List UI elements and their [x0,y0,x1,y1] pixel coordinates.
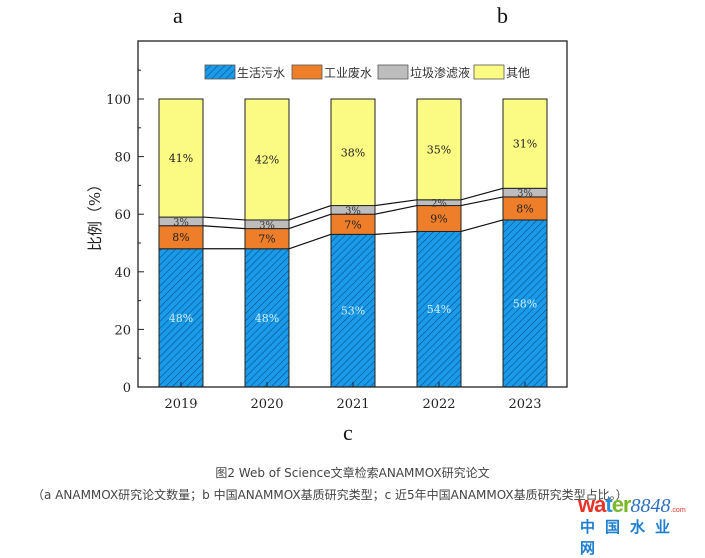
x-tick-label-2022: 2022 [422,397,455,412]
legend-swatch-1 [291,64,323,80]
data-label-2020-1: 7% [258,233,275,246]
data-label-2023-3: 31% [513,138,537,151]
legend: 生活污水 工业废水 垃圾渗滤液 其他 [204,64,530,80]
data-label-2021-3: 38% [341,146,365,159]
x-tick-label-2021: 2021 [336,397,369,412]
y-tick-label-20: 20 [114,323,131,338]
data-label-2023-0: 58% [513,297,537,310]
data-label-2020-3: 42% [255,153,279,166]
y-tick-label-40: 40 [114,266,131,281]
watermark-brand-part2: t [605,492,612,517]
data-label-2023-2: 3% [517,189,533,200]
data-labels-layer: 48%8%3%41%48%7%3%42%53%7%3%38%54%9%2%35%… [169,138,537,325]
y-tick-label-60: 60 [114,208,131,223]
bar-segment-2022-0 [416,230,462,388]
connector-line-2021-0 [374,230,418,235]
connector-lines-layer [202,187,504,250]
connector-line-2022-2 [460,187,504,201]
legend-item-1: 工业废水 [291,64,372,80]
watermark-domain: .com [670,507,686,514]
data-label-2019-3: 41% [169,152,193,165]
legend-label-3: 其他 [506,66,530,80]
data-label-2022-1: 9% [430,213,447,226]
y-tick-label-80: 80 [114,151,131,166]
watermark-number: 8848 [630,495,671,517]
watermark-logo: water8848.com 中国水业网 [574,492,704,557]
bar-segment-2021-3 [330,98,376,207]
bar-segment-2019-0 [158,248,204,388]
data-label-2019-1: 8% [172,231,189,244]
stacked-bar-chart: 48%8%3%41%48%7%3%42%53%7%3%38%54%9%2%35%… [86,40,568,412]
data-label-2023-1: 8% [516,202,533,215]
x-tick-label-2019: 2019 [164,397,197,412]
data-label-2022-2: 2% [431,199,447,210]
data-label-2020-0: 48% [255,312,279,325]
connector-line-2021-1 [374,204,418,215]
legend-label-1: 工业废水 [324,65,372,80]
data-label-2020-2: 3% [259,220,275,231]
watermark-brand: water8848.com [578,492,686,518]
legend-swatch-2 [377,64,409,80]
connector-line-2020-2 [288,204,332,221]
x-axis: 2019 2020 2021 2022 2023 [164,382,542,412]
bar-segment-2023-0 [502,219,548,388]
connector-line-2020-0 [288,233,332,250]
legend-item-2: 垃圾渗滤液 [377,64,470,80]
data-label-2022-0: 54% [427,303,451,316]
bar-segment-2022-1 [416,205,462,232]
connector-line-2019-1 [202,225,246,230]
figure-caption-subtitle: （a ANAMMOX研究论文数量；b 中国ANAMMOX基质研究类型；c 近5年… [32,488,628,502]
panel-label-c: c [343,420,353,445]
legend-label-2: 垃圾渗滤液 [410,65,470,80]
panel-label-a: a [173,3,183,28]
connector-line-2019-2 [202,216,246,221]
y-tick-label-0: 0 [123,381,131,396]
panel-label-b: b [497,3,508,28]
legend-swatch-3 [473,64,505,80]
data-label-2021-0: 53% [341,305,365,318]
watermark-chinese: 中国水业网 [580,518,681,557]
legend-item-3: 其他 [473,64,530,80]
y-axis-label: 比例（%） [86,177,104,251]
watermark-brand-part3: er [611,492,632,517]
legend-item-0: 生活污水 [204,64,285,80]
legend-swatch-0 [204,64,236,80]
data-label-2021-1: 7% [344,218,361,231]
connector-line-2021-2 [374,199,418,207]
watermark-brand-part1: wa [578,492,606,517]
bar-segment-2019-3 [158,98,204,218]
data-label-2019-2: 3% [173,217,189,228]
bar-segment-2023-3 [502,98,548,189]
connector-line-2022-0 [460,219,504,233]
bars-layer [158,98,548,388]
connector-line-2020-1 [288,213,332,230]
legend-label-0: 生活污水 [237,66,285,80]
connector-line-2022-1 [460,196,504,207]
y-tick-label-100: 100 [106,93,131,108]
bar-segment-2020-3 [244,98,290,221]
bar-segment-2022-3 [416,98,462,201]
data-label-2021-2: 3% [345,206,361,217]
data-label-2019-0: 48% [169,312,193,325]
y-axis: 0 20 40 60 80 100 [106,69,144,396]
x-tick-label-2020: 2020 [250,397,283,412]
data-label-2022-3: 35% [427,143,451,156]
figure-caption-title: 图2 Web of Science文章检索ANAMMOX研究论文 [215,466,490,480]
x-tick-label-2023: 2023 [508,397,541,412]
